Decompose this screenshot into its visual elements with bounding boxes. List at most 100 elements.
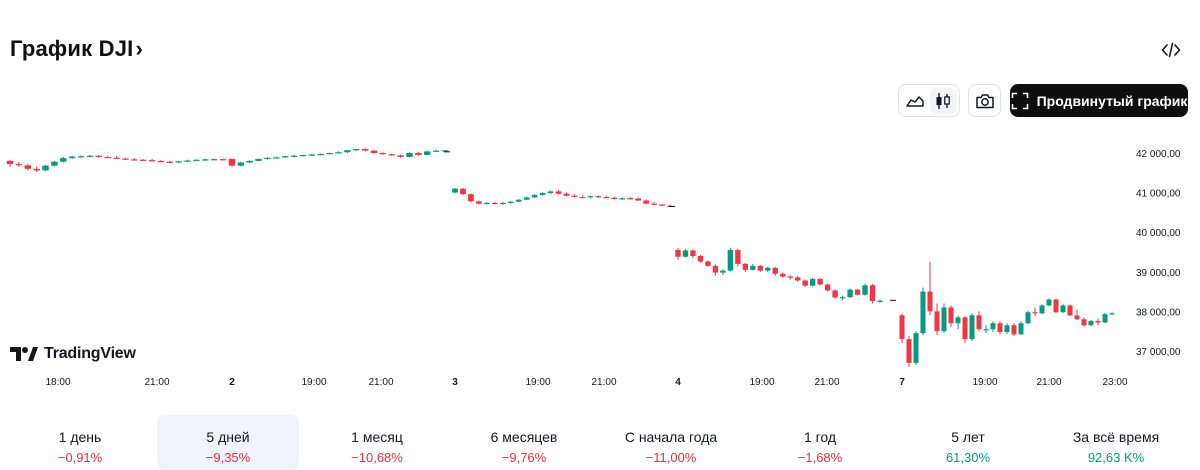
candle[interactable]	[955, 315, 961, 330]
candle[interactable]	[415, 152, 422, 156]
period-option[interactable]: 6 месяцев −9,76%	[453, 415, 595, 470]
candle[interactable]	[68, 155, 76, 159]
tradingview-logo[interactable]: TradingView	[10, 345, 136, 363]
candle[interactable]	[854, 288, 861, 296]
candle[interactable]	[1109, 312, 1115, 315]
candle[interactable]	[720, 269, 726, 275]
period-option[interactable]: 1 день −0,91%	[9, 415, 151, 470]
candle[interactable]	[95, 154, 102, 158]
candle[interactable]	[571, 194, 578, 198]
candle[interactable]	[157, 160, 165, 163]
candle[interactable]	[51, 160, 58, 167]
candle[interactable]	[579, 195, 586, 199]
candle[interactable]	[997, 321, 1003, 335]
candle[interactable]	[934, 303, 940, 336]
candle[interactable]	[468, 193, 474, 203]
candle[interactable]	[344, 149, 351, 153]
candle[interactable]	[104, 155, 111, 159]
candle[interactable]	[920, 287, 926, 336]
candle[interactable]	[299, 154, 307, 157]
candle[interactable]	[611, 196, 618, 200]
candle[interactable]	[491, 202, 498, 205]
candle[interactable]	[780, 272, 786, 278]
candle[interactable]	[635, 197, 642, 201]
candle[interactable]	[697, 254, 704, 263]
candle[interactable]	[184, 159, 191, 163]
candle[interactable]	[166, 160, 173, 164]
candle[interactable]	[219, 158, 227, 161]
embed-code-button[interactable]	[1158, 38, 1184, 62]
candle[interactable]	[122, 157, 129, 161]
candles-chart-button[interactable]	[930, 88, 956, 114]
candle[interactable]	[379, 152, 387, 155]
candle[interactable]	[787, 274, 793, 280]
candle[interactable]	[499, 202, 506, 205]
chart-title[interactable]: График DJI›	[10, 36, 143, 62]
candle[interactable]	[441, 149, 449, 152]
candle[interactable]	[563, 192, 570, 197]
candle[interactable]	[802, 279, 808, 287]
candle[interactable]	[877, 299, 883, 303]
candle[interactable]	[862, 283, 868, 296]
candle[interactable]	[1060, 304, 1066, 313]
candle[interactable]	[6, 160, 14, 167]
candle[interactable]	[555, 190, 562, 195]
candle[interactable]	[1025, 310, 1031, 325]
candle[interactable]	[962, 316, 968, 344]
candle[interactable]	[86, 154, 94, 158]
candle[interactable]	[587, 195, 594, 199]
candle[interactable]	[15, 161, 23, 167]
candle[interactable]	[643, 199, 649, 205]
candle[interactable]	[847, 288, 853, 298]
advanced-chart-button[interactable]: Продвинутый график	[1010, 84, 1188, 117]
candle[interactable]	[60, 156, 67, 163]
candle[interactable]	[1081, 317, 1087, 327]
candle[interactable]	[1074, 309, 1080, 321]
candle[interactable]	[531, 194, 538, 199]
period-option[interactable]: 1 год −1,68%	[749, 415, 891, 470]
candle[interactable]	[1032, 307, 1038, 317]
candle[interactable]	[24, 164, 31, 171]
candle[interactable]	[282, 155, 289, 159]
candle[interactable]	[539, 192, 546, 196]
candle[interactable]	[712, 264, 719, 276]
candle[interactable]	[139, 158, 147, 161]
candle[interactable]	[547, 190, 554, 194]
candle[interactable]	[255, 158, 262, 162]
candle[interactable]	[202, 158, 209, 161]
candle[interactable]	[765, 266, 771, 273]
candle[interactable]	[460, 188, 466, 195]
candle[interactable]	[228, 158, 236, 167]
candle[interactable]	[1046, 298, 1052, 307]
candle[interactable]	[906, 335, 912, 367]
candle[interactable]	[969, 313, 975, 342]
candle[interactable]	[361, 148, 369, 152]
candle[interactable]	[750, 263, 756, 271]
candle[interactable]	[507, 200, 514, 204]
period-option[interactable]: 5 лет 61,30%	[897, 415, 1039, 470]
candle[interactable]	[990, 321, 996, 332]
candle[interactable]	[483, 202, 490, 205]
candle[interactable]	[603, 195, 610, 199]
candle[interactable]	[941, 303, 947, 334]
candle[interactable]	[757, 265, 763, 272]
candle[interactable]	[113, 156, 120, 159]
candle[interactable]	[1039, 304, 1045, 315]
candle[interactable]	[33, 166, 40, 173]
candle[interactable]	[627, 196, 634, 200]
candle[interactable]	[210, 158, 218, 161]
candle[interactable]	[452, 187, 458, 194]
candle[interactable]	[175, 160, 182, 164]
candle[interactable]	[772, 267, 778, 276]
candle[interactable]	[1053, 298, 1059, 314]
period-option[interactable]: 1 месяц −10,68%	[306, 415, 448, 470]
candle[interactable]	[899, 313, 905, 344]
candle[interactable]	[869, 284, 876, 304]
candle[interactable]	[795, 275, 801, 282]
candle[interactable]	[424, 150, 431, 156]
candle[interactable]	[246, 160, 253, 164]
candle[interactable]	[913, 331, 919, 365]
candle[interactable]	[193, 159, 200, 162]
candle[interactable]	[690, 249, 696, 258]
candle[interactable]	[651, 202, 657, 206]
